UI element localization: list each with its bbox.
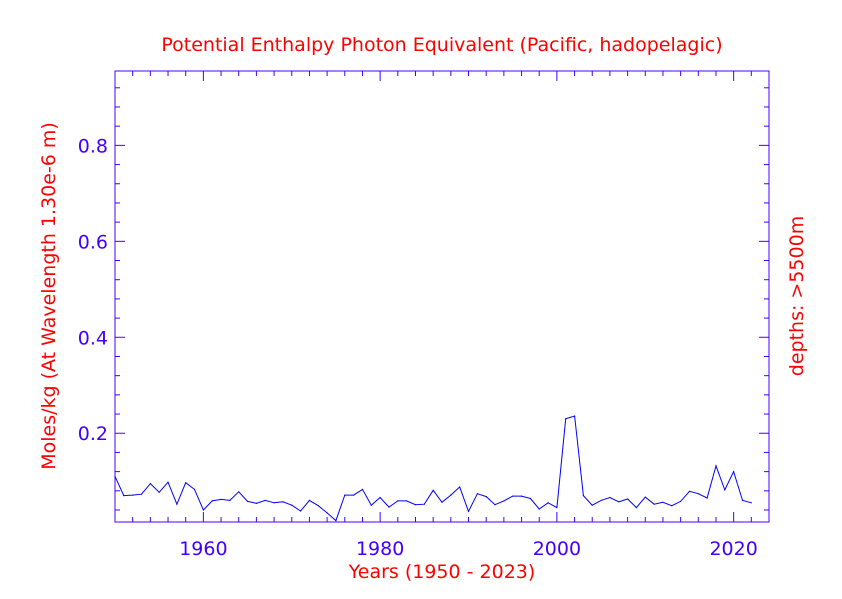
data-point (353, 494, 355, 496)
chart-title: Potential Enthalpy Photon Equivalent (Pa… (161, 34, 722, 56)
data-point (149, 483, 151, 485)
data-point (459, 486, 461, 488)
data-point (680, 500, 682, 502)
data-point (467, 510, 470, 512)
x-tick-label: 1980 (356, 538, 404, 560)
y-tick-label: 0.8 (78, 135, 108, 157)
data-point (370, 504, 372, 506)
data-point (520, 495, 523, 497)
data-point (185, 482, 187, 484)
data-point (388, 506, 390, 508)
axis-tick-labels: 1960 1980 2000 2020 0.2 0.4 0.6 0.8 (78, 135, 758, 560)
data-point (282, 501, 284, 503)
data-point (494, 504, 496, 506)
x-tick-label: 1960 (179, 538, 227, 560)
data-point (503, 500, 505, 502)
x-tick-label: 2020 (709, 538, 757, 560)
data-point (635, 507, 638, 509)
data-point (476, 493, 478, 495)
data-point (574, 415, 576, 417)
series-line (114, 415, 752, 522)
data-point (317, 505, 319, 507)
data-point (273, 502, 275, 504)
data-point (202, 509, 204, 511)
data-point (450, 494, 452, 496)
data-point (733, 471, 735, 473)
data-point (627, 498, 629, 500)
data-point (220, 498, 222, 500)
data-point (344, 494, 346, 496)
data-point (591, 504, 593, 506)
x-tick-label: 2000 (533, 538, 581, 560)
data-point (361, 488, 364, 490)
data-point (741, 499, 744, 501)
data-point (715, 465, 717, 467)
data-point (662, 501, 664, 503)
data-point (512, 495, 514, 497)
plot-area-frame (114, 70, 770, 523)
data-point (193, 488, 196, 490)
data-point (229, 499, 231, 501)
y-tick-label: 0.6 (78, 231, 108, 253)
data-point (158, 491, 160, 493)
data-point (397, 500, 399, 502)
data-point (600, 499, 602, 501)
data-point (379, 496, 381, 499)
y-axis-label: Moles/kg (At Wavelength 1.30e-6 m) (38, 122, 60, 470)
data-point (618, 501, 620, 503)
data-point (335, 520, 337, 522)
data-point (423, 503, 425, 505)
data-point (211, 500, 213, 502)
data-point (132, 494, 134, 496)
data-point (671, 505, 673, 507)
data-point (300, 510, 302, 512)
data-point (140, 493, 143, 495)
y-tick-label: 0.4 (78, 327, 108, 349)
data-point (308, 499, 310, 501)
data-point (441, 501, 443, 503)
data-point (485, 496, 487, 498)
data-point (114, 475, 116, 477)
data-point (291, 504, 293, 506)
data-point (167, 481, 169, 483)
data-point (565, 418, 567, 420)
data-point (547, 502, 549, 504)
data-point (529, 497, 532, 500)
data-point (538, 508, 540, 510)
y-tick-label: 0.2 (78, 423, 108, 445)
data-point (724, 489, 726, 491)
data-point (326, 512, 328, 514)
data-points (114, 415, 752, 522)
data-point (644, 496, 646, 498)
data-point (432, 489, 434, 491)
data-point (406, 500, 408, 502)
data-point (264, 499, 266, 501)
data-point (750, 502, 752, 504)
data-point (176, 503, 178, 505)
data-point (556, 507, 558, 509)
data-point (688, 490, 691, 492)
depth-label: depths: >5500m (786, 216, 808, 376)
data-point (123, 495, 125, 497)
axis-ticks (115, 71, 770, 522)
data-point (238, 491, 240, 493)
data-point (697, 493, 699, 495)
data-point (414, 504, 417, 506)
data-point (247, 500, 249, 502)
data-point (653, 503, 655, 505)
data-point (255, 502, 257, 504)
data-point (582, 495, 585, 497)
data-point (706, 497, 708, 499)
x-axis-label: Years (1950 - 2023) (348, 561, 536, 583)
data-point (609, 496, 611, 499)
